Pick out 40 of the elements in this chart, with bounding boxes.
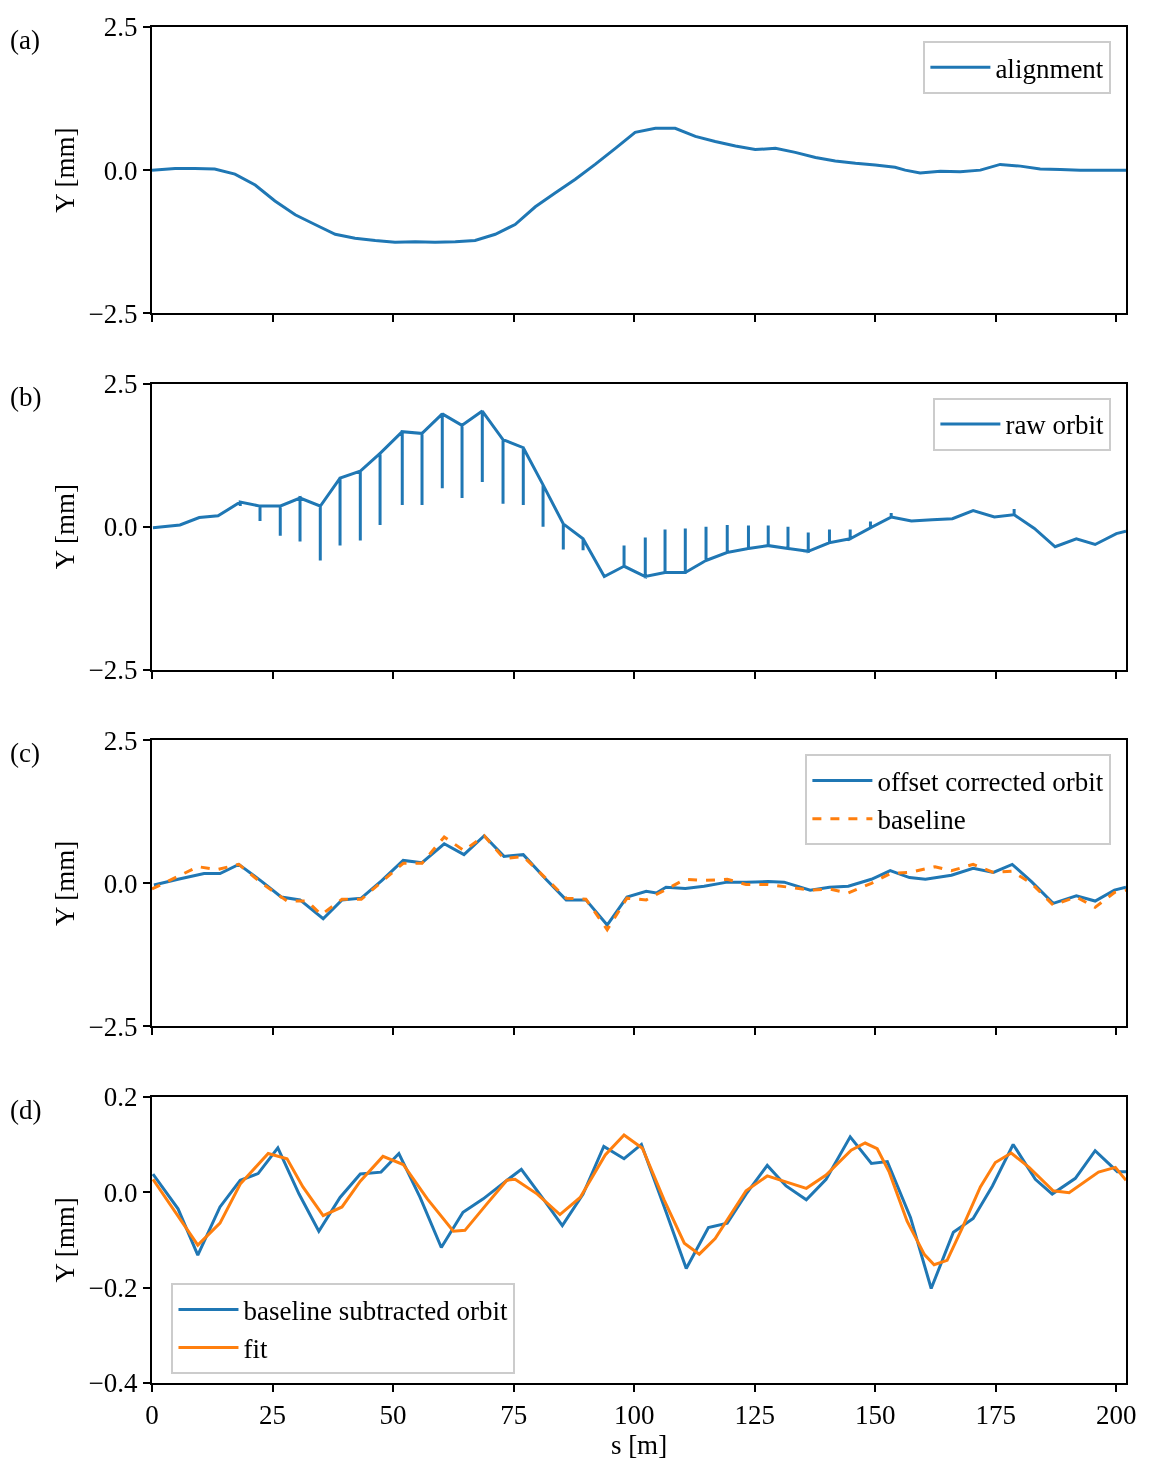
y-axis-title: Y [mm] bbox=[50, 840, 81, 926]
legend-label: baseline bbox=[877, 805, 966, 836]
chart-title: (c) bbox=[10, 738, 40, 768]
line-series bbox=[152, 409, 1126, 579]
y-tick-label: −2.5 bbox=[88, 298, 138, 329]
x-tick-label: 75 bbox=[500, 1400, 528, 1431]
chart-title: (b) bbox=[10, 382, 42, 412]
x-tick-label: 0 bbox=[145, 1400, 159, 1431]
x-tick-label: 150 bbox=[855, 1400, 896, 1431]
x-tick-label: 25 bbox=[259, 1400, 287, 1431]
x-axis-title: s [m] bbox=[610, 1430, 668, 1461]
y-tick-label: 0.2 bbox=[103, 1082, 138, 1113]
chart-title: (d) bbox=[10, 1095, 42, 1125]
y-tick-label: 0.0 bbox=[103, 1177, 138, 1208]
y-axis-title: Y [mm] bbox=[50, 1197, 81, 1283]
chart-title: (a) bbox=[10, 25, 40, 55]
x-tick-label: 200 bbox=[1096, 1400, 1137, 1431]
legend-label: alignment bbox=[995, 53, 1104, 84]
line-series bbox=[152, 1133, 1126, 1267]
legend-label: offset corrected orbit bbox=[877, 767, 1104, 798]
y-tick-label: −2.5 bbox=[88, 655, 138, 686]
y-tick-label: 0.0 bbox=[103, 512, 138, 543]
y-tick-label: 2.5 bbox=[103, 725, 138, 756]
y-tick-label: 2.5 bbox=[103, 12, 138, 43]
y-tick-label: 0.0 bbox=[103, 868, 138, 899]
x-tick-label: 100 bbox=[613, 1400, 655, 1431]
y-tick-label: 2.5 bbox=[103, 369, 138, 400]
legend-label: raw orbit bbox=[1005, 410, 1105, 441]
x-tick-label: 175 bbox=[975, 1400, 1017, 1431]
y-axis-title: Y [mm] bbox=[50, 127, 81, 213]
y-tick-label: −0.2 bbox=[88, 1273, 138, 1304]
legend-label: baseline subtracted orbit bbox=[243, 1295, 508, 1326]
x-tick-label: 125 bbox=[734, 1400, 775, 1431]
y-tick-label: 0.0 bbox=[103, 155, 138, 186]
x-tick-label: 50 bbox=[379, 1400, 407, 1431]
line-series bbox=[152, 126, 1126, 244]
legend-label: fit bbox=[243, 1334, 268, 1365]
y-tick-label: −2.5 bbox=[88, 1011, 138, 1042]
y-tick-label: −0.4 bbox=[88, 1368, 139, 1399]
y-axis-title: Y [mm] bbox=[50, 484, 81, 570]
